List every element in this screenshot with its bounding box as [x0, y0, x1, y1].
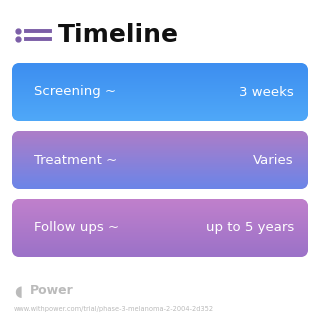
FancyBboxPatch shape: [12, 199, 308, 257]
Text: www.withpower.com/trial/phase-3-melanoma-2-2004-2d352: www.withpower.com/trial/phase-3-melanoma…: [14, 306, 214, 312]
Text: Varies: Varies: [253, 153, 294, 166]
Text: Treatment ~: Treatment ~: [34, 153, 117, 166]
Text: 3 weeks: 3 weeks: [239, 85, 294, 98]
Text: up to 5 years: up to 5 years: [206, 221, 294, 234]
Text: ◖: ◖: [14, 284, 22, 299]
FancyBboxPatch shape: [12, 63, 308, 121]
FancyBboxPatch shape: [12, 131, 308, 189]
Text: Power: Power: [30, 284, 74, 298]
Text: Timeline: Timeline: [58, 23, 179, 47]
Text: Follow ups ~: Follow ups ~: [34, 221, 119, 234]
Text: Screening ~: Screening ~: [34, 85, 116, 98]
